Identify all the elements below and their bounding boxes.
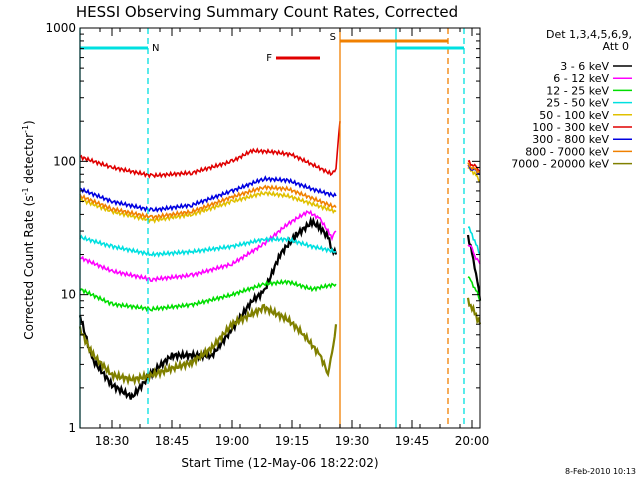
series-line: [467, 162, 481, 175]
x-axis-label: Start Time (12-May-06 18:22:02): [181, 456, 378, 470]
series-line: [466, 234, 482, 301]
x-tick-label: 19:30: [335, 434, 370, 448]
y-axis-label: Corrected Count Rate (s-1 detector-1): [21, 120, 36, 339]
x-tick-label: 18:30: [95, 434, 130, 448]
vertical-markers: [79, 28, 465, 428]
legend-header-line2: Att 0: [603, 40, 629, 53]
x-tick-label: 19:15: [275, 434, 310, 448]
chart-title: HESSI Observing Summary Count Rates, Cor…: [76, 3, 458, 21]
legend-entry-label: 300 - 800 keV: [532, 133, 609, 146]
series-line: [80, 209, 337, 283]
legend-entry-label: 800 - 7000 keV: [525, 145, 609, 158]
legend-entry-label: 7000 - 20000 keV: [511, 158, 609, 171]
y-tick-label: 1000: [45, 21, 76, 35]
x-tick-label: 19:45: [395, 434, 430, 448]
y-axis: 1 10 100 1000: [45, 21, 480, 435]
series-line: [467, 244, 481, 265]
flag-label: F: [266, 53, 272, 64]
flag-label: S: [330, 32, 336, 43]
legend-entry-label: 50 - 100 keV: [539, 109, 609, 122]
x-axis: 18:30 18:45 19:00 19:15 19:30 19:45 20:00: [79, 28, 490, 448]
y-tick-label: 1: [68, 421, 76, 435]
series-line: [79, 184, 337, 221]
series-line: [79, 278, 337, 313]
series-line: [79, 121, 341, 179]
series-line: [79, 175, 337, 213]
legend-entry-label: 6 - 12 keV: [553, 72, 609, 85]
legend-entry-label: 25 - 50 keV: [546, 97, 609, 110]
x-tick-label: 20:00: [455, 434, 490, 448]
series-line: [467, 159, 481, 173]
series-line: [466, 297, 482, 325]
legend-entry-label: 12 - 25 keV: [546, 84, 609, 97]
series-line: [78, 303, 338, 387]
y-tick-label: 100: [53, 154, 76, 168]
plot-frame: [79, 27, 481, 429]
x-tick-label: 18:45: [155, 434, 190, 448]
series-line: [79, 234, 337, 258]
legend-entry-label: 100 - 300 keV: [532, 121, 609, 134]
y-tick-label: 10: [61, 288, 76, 302]
flag-bars: N F S: [80, 32, 464, 64]
flag-label: N: [152, 43, 159, 54]
plot-area: [78, 121, 482, 400]
footer-date: 8-Feb-2010 10:13: [565, 467, 636, 476]
x-tick-label: 19:00: [215, 434, 250, 448]
series-line: [79, 190, 337, 224]
legend-header-line1: Det 1,3,4,5,6,9,: [546, 28, 632, 41]
series-line: [467, 226, 481, 255]
legend-entry-label: 3 - 6 keV: [560, 60, 609, 73]
